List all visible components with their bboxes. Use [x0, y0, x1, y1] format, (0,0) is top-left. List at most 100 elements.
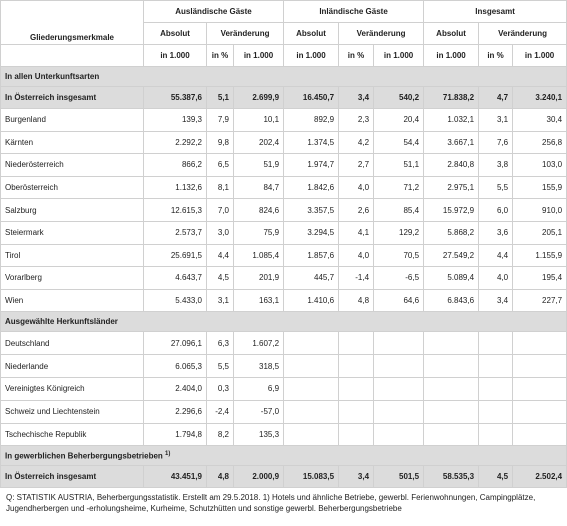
value-cell: 1.132,6	[143, 175, 207, 200]
unit-header: in %	[338, 44, 375, 67]
footnote: Q: STATISTIK AUSTRIA, Beherbergungsstati…	[6, 493, 536, 514]
value-cell: 3,4	[338, 465, 375, 489]
row-label: Kärnten	[0, 130, 144, 155]
value-cell: 7,0	[206, 198, 234, 222]
empty-cell	[478, 354, 514, 378]
value-cell: 2.975,1	[423, 175, 480, 200]
value-cell: 3,1	[478, 108, 514, 132]
value-cell: 4,4	[206, 243, 234, 268]
value-cell: 501,5	[373, 465, 425, 489]
section-title-text: In allen Unterkunftsarten	[5, 72, 100, 81]
value-cell: 202,4	[232, 130, 285, 155]
value-cell: 5,5	[206, 354, 234, 378]
value-cell: 2.573,7	[143, 220, 207, 245]
value-cell: 2.000,9	[232, 465, 285, 489]
value-cell: 25.691,5	[143, 243, 207, 268]
unit-header: in %	[206, 44, 234, 67]
value-cell: -57,0	[232, 399, 285, 424]
value-cell: 103,0	[512, 153, 567, 177]
value-cell: 129,2	[373, 220, 425, 245]
value-cell: 5.089,4	[423, 266, 480, 290]
row-label: Schweiz und Liechtenstein	[0, 399, 144, 424]
subheader: Veränderung	[205, 22, 285, 45]
value-cell: 30,4	[512, 108, 567, 132]
empty-cell	[512, 376, 567, 401]
empty-cell	[373, 354, 425, 378]
value-cell: 51,9	[232, 153, 285, 177]
value-cell: 201,9	[232, 266, 285, 290]
value-cell: 84,7	[232, 175, 285, 200]
unit-header: in 1.000	[232, 44, 285, 67]
value-cell: 58.535,3	[423, 465, 480, 489]
value-cell: 4,4	[478, 243, 514, 268]
value-cell: 1.842,6	[283, 175, 340, 200]
unit-header: in 1.000	[373, 44, 425, 67]
row-label: Niederlande	[0, 354, 144, 378]
value-cell: 4.643,7	[143, 266, 207, 290]
value-cell: 1.085,4	[232, 243, 285, 268]
group-header: Ausländische Gäste	[142, 0, 285, 23]
data-row: Niederösterreich 866,2 6,5 51,9 1.974,7 2,7 51…	[0, 153, 567, 177]
value-cell: 7,9	[206, 108, 234, 132]
value-cell: 7,6	[478, 130, 514, 155]
row-label-header: Gliederungsmerkmale	[0, 0, 144, 45]
row-label: Vorarlberg	[0, 266, 144, 290]
data-row: Niederlande 6.065,3 5,5 318,5	[0, 354, 567, 378]
value-cell: 540,2	[373, 86, 425, 109]
value-cell: 71,2	[373, 175, 425, 200]
value-cell: 227,7	[512, 288, 567, 313]
table-header: Gliederungsmerkmale Ausländische Gäste I…	[0, 0, 567, 67]
value-cell: 155,9	[512, 175, 567, 200]
summary-row: In Österreich insgesamt 55.387,6 5,1 2.699,…	[0, 86, 567, 109]
data-row: Vereinigtes Königreich 2.404,0 0,3 6,9	[0, 376, 567, 401]
value-cell: 3,6	[478, 220, 514, 245]
value-cell: 71.838,2	[423, 86, 480, 109]
value-cell: 824,6	[232, 198, 285, 222]
empty-cell	[512, 331, 567, 356]
value-cell: 2.404,0	[143, 376, 207, 401]
value-cell: 6.065,3	[143, 354, 207, 378]
empty-cell	[373, 399, 425, 424]
value-cell: 54,4	[373, 130, 425, 155]
data-row: Kärnten 2.292,2 9,8 202,4 1.374,5 4,2 54,4 3.66…	[0, 130, 567, 155]
data-row: Wien 5.433,0 3,1 163,1 1.410,6 4,8 64,6 6.843,6…	[0, 288, 567, 313]
row-label: Salzburg	[0, 198, 144, 222]
value-cell: 9,8	[206, 130, 234, 155]
value-cell: 6,5	[206, 153, 234, 177]
table: Gliederungsmerkmale Ausländische Gäste I…	[0, 0, 567, 489]
empty-cell	[338, 354, 375, 378]
value-cell: 256,8	[512, 130, 567, 155]
value-cell: 3.240,1	[512, 86, 567, 109]
value-cell: 3,0	[206, 220, 234, 245]
value-cell: 4,8	[338, 288, 375, 313]
value-cell: 4,0	[478, 266, 514, 290]
empty-cell	[283, 354, 340, 378]
empty-cell	[478, 331, 514, 356]
value-cell: 1.794,8	[143, 422, 207, 447]
empty-cell	[512, 422, 567, 447]
value-cell: 866,2	[143, 153, 207, 177]
summary-row: In Österreich insgesamt 43.451,9 4,8 2.000,…	[0, 465, 567, 489]
value-cell: 3,1	[206, 288, 234, 313]
value-cell: 3,8	[478, 153, 514, 177]
value-cell: 1.374,5	[283, 130, 340, 155]
value-cell: 1.607,2	[232, 331, 285, 356]
data-row: Steiermark 2.573,7 3,0 75,9 3.294,5 4,1 129,2 5…	[0, 220, 567, 245]
value-cell: 4,0	[338, 175, 375, 200]
section-title-text: In gewerblichen Beherbergungsbetrieben	[5, 451, 163, 461]
value-cell: 135,3	[232, 422, 285, 447]
row-label: Burgenland	[0, 108, 144, 132]
value-cell: 3.667,1	[423, 130, 480, 155]
section-title-text: Ausgewählte Herkunftsländer	[5, 317, 118, 327]
value-cell: 1.857,6	[283, 243, 340, 268]
empty-cell	[373, 331, 425, 356]
value-cell: 163,1	[232, 288, 285, 313]
empty-cell	[0, 44, 144, 67]
empty-cell	[338, 422, 375, 447]
empty-cell	[283, 399, 340, 424]
value-cell: 910,0	[512, 198, 567, 222]
value-cell: 70,5	[373, 243, 425, 268]
value-cell: 8,2	[206, 422, 234, 447]
value-cell: 20,4	[373, 108, 425, 132]
group-header: Inländische Gäste	[283, 0, 425, 23]
